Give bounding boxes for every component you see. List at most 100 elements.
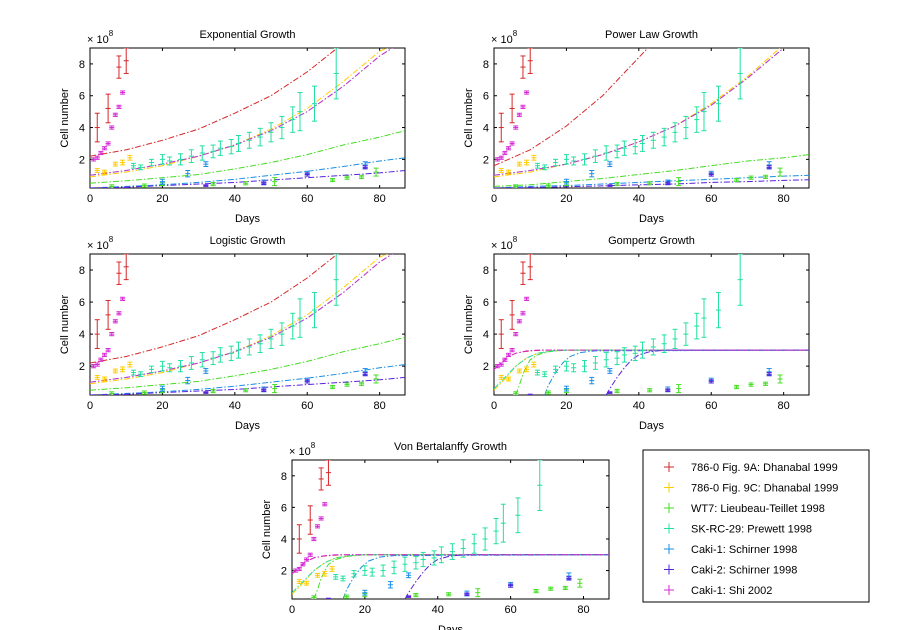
multiplier-base: × 10 [87, 34, 109, 46]
data-point-series-3 [592, 149, 598, 164]
data-point-series-5 [708, 172, 714, 177]
data-point-series-3 [279, 115, 285, 140]
data-point-series-2 [109, 391, 115, 395]
data-point-series-0 [527, 254, 533, 281]
axis-multiplier: × 108 [491, 29, 518, 46]
data-point-series-3 [413, 555, 419, 570]
multiplier-exponent: 8 [513, 235, 518, 244]
data-point-series-3 [650, 131, 656, 149]
data-point-series-5 [566, 576, 572, 581]
data-point-series-5 [261, 181, 267, 185]
data-point-series-4 [406, 572, 412, 579]
data-point-series-3 [199, 145, 205, 161]
data-point-series-6 [498, 155, 504, 160]
data-point-series-0 [296, 524, 302, 554]
data-point-series-1 [101, 376, 108, 382]
legend-item: Caki-2: Schirner 1998 [664, 564, 797, 577]
data-point-series-1 [304, 580, 310, 586]
data-point-series-6 [105, 141, 111, 146]
y-axis-label: Cell number [463, 88, 475, 148]
multiplier-base: × 10 [491, 240, 513, 252]
data-point-series-3 [177, 360, 184, 373]
data-point-series-1 [498, 374, 504, 380]
data-point-series-3 [177, 153, 184, 166]
fit-line-series-4 [342, 554, 609, 599]
data-point-series-1 [516, 368, 522, 374]
data-point-series-6 [502, 150, 508, 156]
data-point-series-3 [621, 347, 627, 363]
data-point-series-2 [734, 384, 740, 390]
plot-content [90, 48, 405, 188]
data-point-series-6 [101, 352, 108, 358]
plot-area [291, 459, 610, 600]
data-point-series-1 [94, 374, 100, 380]
data-point-series-0 [520, 261, 526, 285]
data-point-series-2 [373, 167, 379, 177]
data-point-series-3 [737, 254, 743, 306]
data-point-series-5 [203, 184, 209, 187]
fit-line-series-1 [494, 48, 781, 178]
data-point-series-0 [307, 505, 313, 535]
data-point-series-0 [105, 299, 111, 330]
data-point-series-3 [493, 517, 499, 545]
data-point-series-1 [112, 161, 118, 167]
fit-line-series-2 [515, 349, 809, 395]
x-tick-label: 40 [633, 400, 645, 412]
axis-multiplier: × 108 [87, 29, 114, 46]
data-point-series-4 [563, 178, 569, 185]
data-point-series-6 [98, 357, 104, 362]
fit-line-series-5 [605, 349, 809, 395]
y-tick-label: 4 [79, 329, 85, 341]
data-point-series-0 [116, 55, 122, 79]
data-point-series-2 [676, 384, 682, 394]
data-point-series-3 [268, 328, 274, 350]
data-point-series-6 [505, 146, 512, 151]
data-point-series-4 [203, 368, 209, 374]
fit-line-series-1 [90, 48, 389, 178]
data-point-series-6 [524, 296, 530, 301]
data-point-series-3 [614, 144, 620, 159]
data-point-series-2 [545, 390, 551, 395]
data-point-series-3 [268, 122, 274, 143]
data-point-series-2 [533, 589, 539, 594]
y-tick-label: 2 [281, 566, 287, 578]
data-point-series-3 [639, 135, 645, 152]
data-point-series-1 [94, 168, 100, 173]
data-point-series-2 [676, 177, 682, 187]
data-point-series-6 [498, 362, 504, 367]
data-point-series-3 [210, 144, 216, 159]
data-point-series-2 [311, 595, 317, 599]
y-tick-label: 8 [79, 265, 85, 277]
legend-item: WT7: Lieubeau-Teillet 1998 [664, 503, 825, 515]
data-point-series-3 [471, 533, 477, 554]
data-point-series-3 [340, 575, 346, 582]
fit-line-series-5 [404, 554, 609, 599]
data-point-series-3 [715, 291, 722, 329]
data-point-series-6 [304, 557, 310, 562]
data-point-series-3 [614, 351, 620, 366]
data-point-series-3 [290, 312, 296, 340]
fit-line-series-2 [90, 336, 405, 391]
data-point-series-3 [297, 298, 303, 338]
data-point-series-3 [661, 334, 667, 354]
data-point-series-3 [290, 106, 296, 133]
data-point-series-6 [513, 125, 519, 130]
fit-line-series-1 [90, 254, 389, 385]
data-point-series-3 [639, 341, 645, 359]
data-point-series-3 [603, 145, 609, 161]
x-tick-label: 80 [577, 604, 589, 616]
data-point-series-1 [329, 566, 335, 572]
data-point-series-5 [527, 393, 533, 395]
data-point-series-3 [581, 153, 588, 166]
fit-line-series-4 [544, 349, 809, 395]
data-point-series-0 [520, 55, 526, 79]
data-point-series-3 [537, 460, 543, 512]
data-point-series-2 [359, 174, 365, 179]
data-point-series-3 [362, 565, 368, 576]
data-point-series-0 [318, 467, 324, 491]
data-point-series-5 [304, 379, 310, 384]
x-tick-label: 80 [778, 400, 790, 412]
fit-line-series-2 [90, 130, 405, 184]
data-point-series-5 [406, 595, 412, 598]
